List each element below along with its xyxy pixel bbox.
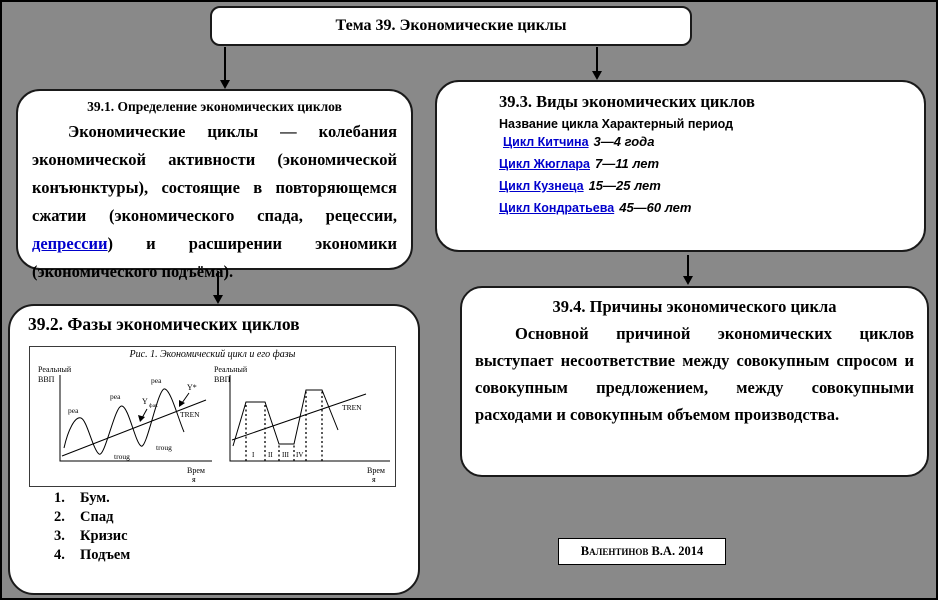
cycle-row: Цикл Китчина 3—4 года [499, 131, 906, 153]
figure-caption: Рис. 1. Экономический цикл и его фазы [129, 349, 296, 360]
y-star-arrowhead-icon [179, 400, 185, 407]
kondratiev-cycle-link[interactable]: Цикл Кондратьева [499, 201, 615, 215]
phase-label: IV [296, 451, 303, 459]
box-391-body: Экономические циклы — колебания экономич… [32, 118, 397, 286]
trend-label: TREN [342, 403, 362, 412]
box-definition: 39.1. Определение экономических циклов Э… [16, 89, 413, 281]
phase-label: II [268, 451, 273, 459]
list-number: 4. [54, 547, 65, 563]
trough-label: troug [114, 452, 130, 461]
title-box: Тема 39. Экономические циклы [210, 6, 692, 46]
phase-name: Подъем [80, 547, 131, 563]
trend-line [61, 399, 207, 457]
y-axis-label: Реальный [38, 365, 72, 374]
kitchin-cycle-link[interactable]: Цикл Китчина [503, 135, 589, 149]
left-axes [59, 375, 212, 462]
slide-title: Тема 39. Экономические циклы [335, 17, 567, 34]
phase-list: 1. Бум. 2. Спад 3. Кризис 4. Подъем [54, 489, 130, 565]
y-axis-label: ВВП [38, 375, 55, 384]
list-number: 3. [54, 528, 65, 544]
box-phases: 39.2. Фазы экономических циклов Рис. 1. … [8, 304, 420, 595]
phase-label: III [282, 451, 290, 459]
list-item: 2. Спад [54, 508, 130, 527]
cycle-row: Цикл Жюглара 7—11 лет [499, 153, 906, 175]
arrowhead-icon [592, 71, 602, 80]
arrow-393-to-394 [687, 255, 689, 277]
peak-label: pea [151, 376, 162, 385]
list-item: 3. Кризис [54, 527, 130, 546]
y-star-label: Y* [187, 383, 197, 392]
x-axis-label: Врем [367, 466, 385, 475]
y-fact-label: Y [142, 397, 148, 406]
definition-text: — колебания экономической активности (эк… [32, 122, 398, 225]
arrow-391-to-392 [217, 271, 219, 296]
x-axis-label: Врем [187, 466, 205, 475]
trend-line [231, 393, 367, 441]
y-axis-label: Реальный [214, 365, 248, 374]
peak-label: pea [110, 392, 121, 401]
y-fact-arrowhead-icon [138, 415, 145, 422]
cycle-wave-trapezoid [232, 389, 339, 447]
x-axis-label: я [192, 475, 196, 484]
box-391-heading: 39.1. Определение экономических циклов [87, 99, 342, 114]
arrowhead-icon [213, 295, 223, 304]
arrow-title-to-391 [224, 47, 226, 81]
arrow-title-to-393 [596, 47, 598, 72]
x-axis-label: я [372, 475, 376, 484]
cycle-charts-svg: Реальный ВВП pea pea pea troug troug Y ф… [38, 365, 390, 484]
cycle-period: 15—25 лет [588, 178, 661, 193]
peak-label: pea [68, 406, 79, 415]
box-394-body: Основной причиной экономических циклов в… [475, 324, 914, 424]
box-393-heading: 39.3. Виды экономических циклов [499, 92, 755, 111]
list-number: 1. [54, 490, 65, 506]
y-axis-label: ВВП [214, 375, 231, 384]
cycle-row: Цикл Кузнеца 15—25 лет [499, 175, 906, 197]
phase-divider-lines [245, 390, 323, 461]
author-citation: Валентинов В.А. 2014 [558, 538, 726, 565]
phase-name: Бум. [80, 490, 110, 506]
cycle-period: 7—11 лет [595, 156, 660, 171]
box-cycle-types: 39.3. Виды экономических циклов Название… [435, 80, 926, 252]
cycle-wave [63, 388, 185, 455]
cycle-period: 3—4 года [593, 134, 655, 149]
y-fact-subscript: фак [149, 402, 158, 409]
y-star-arrow [181, 392, 190, 404]
definition-term: Экономические циклы [68, 122, 259, 141]
box-394-heading: 39.4. Причины экономического цикла [552, 297, 837, 316]
cycle-row: Цикл Кондратьева 45—60 лет [499, 197, 906, 219]
juglar-cycle-link[interactable]: Цикл Жюглара [499, 157, 590, 171]
definition-text-tail: ) и расширении экономики (экономического… [32, 234, 397, 281]
depression-link[interactable]: депрессии [32, 234, 108, 253]
box-392-heading: 39.2. Фазы экономических циклов [28, 314, 300, 334]
trough-label: troug [156, 443, 172, 452]
list-number: 2. [54, 509, 65, 525]
cycle-period: 45—60 лет [619, 200, 692, 215]
phase-label: I [252, 451, 255, 459]
box-393-subheading: Название цикла Характерный период [499, 117, 734, 131]
phase-name: Спад [80, 509, 114, 525]
phase-name: Кризис [80, 528, 128, 544]
economic-cycle-figure: Рис. 1. Экономический цикл и его фазы Ре… [29, 346, 396, 487]
right-axes [229, 375, 390, 462]
list-item: 4. Подъем [54, 546, 130, 565]
list-item: 1. Бум. [54, 489, 130, 508]
kuznets-cycle-link[interactable]: Цикл Кузнеца [499, 179, 584, 193]
arrowhead-icon [220, 80, 230, 89]
trend-label: TREN [180, 410, 200, 419]
box-causes: 39.4. Причины экономического цикла Основ… [460, 286, 929, 477]
arrowhead-icon [683, 276, 693, 285]
